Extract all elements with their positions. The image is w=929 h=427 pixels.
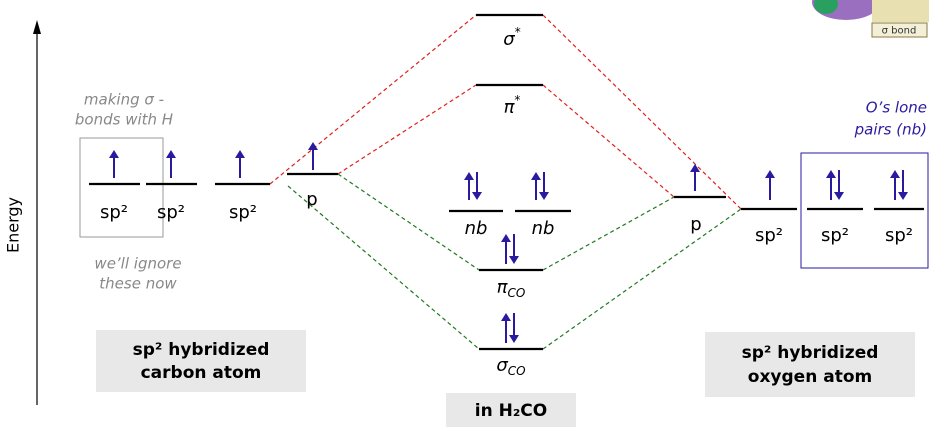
electron-arrow (765, 170, 775, 178)
electron-arrow (834, 192, 844, 200)
note: O’s lone (866, 99, 927, 117)
orbital-label: sp² (755, 225, 783, 246)
note: we’ll ignore (94, 255, 181, 273)
orbital-label: p (690, 214, 701, 235)
electron-arrow (898, 192, 908, 200)
mo-label: σ* (503, 25, 520, 51)
mo-label: nb (532, 218, 555, 239)
mo-diagram: σ bond Energy sp² sp² sp² p (0, 0, 929, 427)
correlation-lines (270, 15, 741, 349)
electron-arrow (308, 142, 318, 150)
inset-image: σ bond (812, 0, 929, 37)
note: these now (99, 275, 177, 293)
orbital-label: sp² (229, 202, 257, 223)
orbital-label: p (306, 189, 317, 210)
electron-arrow (509, 256, 519, 264)
note: making σ - (84, 91, 164, 109)
inset-label: σ bond (882, 26, 917, 37)
caption: in H₂CO (475, 401, 547, 421)
caption: sp² hybridized (133, 340, 270, 360)
mo-label: nb (465, 218, 488, 239)
electron-arrow (501, 313, 511, 321)
mo-label: πCO (497, 277, 526, 300)
electron-arrow (509, 335, 519, 343)
energy-levels (89, 15, 924, 349)
electron-arrow (531, 172, 541, 180)
orbital-label: sp² (157, 202, 185, 223)
electron-arrow (109, 150, 119, 158)
caption: sp² hybridized (742, 343, 879, 363)
caption-box (705, 332, 915, 397)
orbital-label: sp² (885, 225, 913, 246)
mo-label: σCO (496, 355, 525, 378)
electron-arrow (826, 170, 836, 178)
lone-pair-box (801, 153, 928, 268)
electron-arrow (539, 192, 549, 200)
caption: oxygen atom (748, 367, 872, 387)
mo-label: π* (504, 93, 521, 119)
electron-arrow (890, 170, 900, 178)
electron-arrow (472, 192, 482, 200)
orbital-label: sp² (821, 225, 849, 246)
electron-arrow (166, 150, 176, 158)
caption: carbon atom (141, 363, 262, 383)
note: bonds with H (75, 111, 173, 129)
axis-arrowhead (33, 20, 41, 34)
electron-arrow (235, 150, 245, 158)
note: pairs (nb) (854, 121, 927, 139)
electron-arrow (464, 172, 474, 180)
electrons (109, 142, 908, 343)
electron-arrow (501, 234, 511, 242)
axis-label: Energy (4, 197, 23, 253)
orbital-label: sp² (100, 202, 128, 223)
